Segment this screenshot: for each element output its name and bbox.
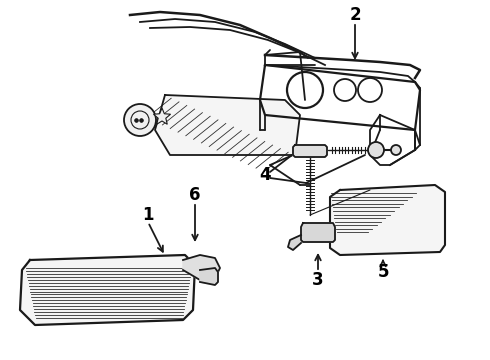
Text: 1: 1	[142, 206, 154, 224]
Text: 4: 4	[259, 166, 271, 184]
Polygon shape	[301, 223, 335, 242]
Polygon shape	[330, 185, 445, 255]
Polygon shape	[20, 255, 195, 325]
Polygon shape	[288, 235, 301, 250]
Polygon shape	[183, 255, 220, 280]
Text: 6: 6	[189, 186, 201, 204]
Text: 3: 3	[312, 271, 324, 289]
Circle shape	[391, 145, 401, 155]
Polygon shape	[153, 108, 171, 124]
Polygon shape	[155, 95, 300, 155]
Polygon shape	[293, 145, 327, 157]
Circle shape	[124, 104, 156, 136]
Text: 5: 5	[377, 263, 389, 281]
Circle shape	[368, 142, 384, 158]
Polygon shape	[200, 268, 218, 285]
Text: 2: 2	[349, 6, 361, 24]
